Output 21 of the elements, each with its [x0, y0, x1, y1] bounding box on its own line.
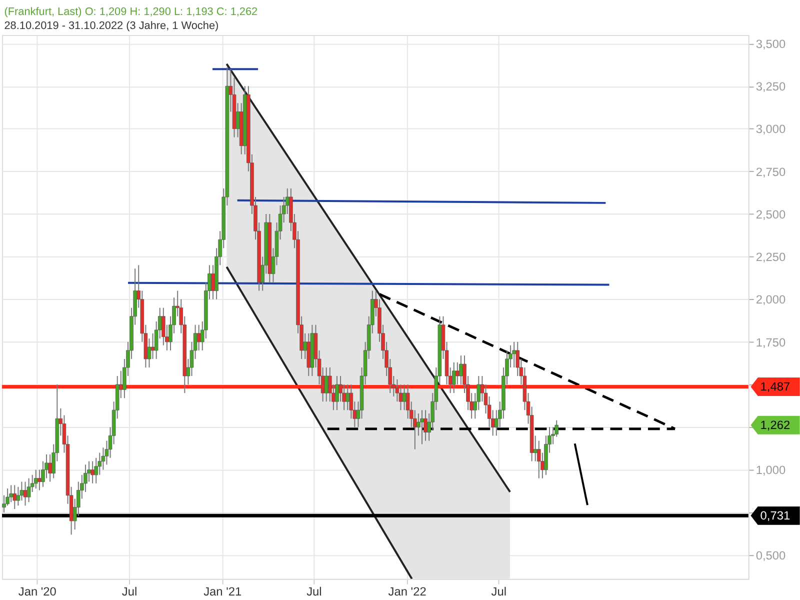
- y-tick-label: 2,000: [756, 292, 786, 307]
- chart-title: (Frankfurt, Last) O: 1,209 H: 1,290 L: 1,193 C: 1,262: [4, 6, 258, 18]
- y-tick-label: 1,750: [756, 335, 786, 350]
- y-tick-label: 3,500: [756, 36, 786, 51]
- y-tick-label: 2,750: [756, 164, 786, 179]
- x-tick-label: Jan '22: [388, 584, 427, 598]
- y-tick-label: 2,250: [756, 250, 786, 264]
- x-tick-label: Jul: [491, 584, 507, 598]
- x-tick-label: Jan '20: [18, 584, 57, 598]
- x-tick-label: Jul: [306, 584, 322, 598]
- y-tick-label: 3,000: [756, 122, 786, 136]
- y-tick-label: 2,500: [756, 207, 786, 222]
- x-tick-label: Jul: [122, 584, 138, 598]
- y-tick-label: 3,250: [756, 80, 786, 94]
- text: 1,262: [760, 418, 790, 432]
- chart-subtitle: 28.10.2019 - 31.10.2022 (3 Jahre, 1 Woche): [4, 20, 219, 32]
- y-tick-label: 0,500: [756, 548, 786, 562]
- ref-line-label: 1,487: [760, 380, 790, 394]
- x-tick-label: Jan '21: [204, 584, 242, 598]
- ref-line-label: 0,731: [760, 508, 790, 523]
- y-tick-label: 1,000: [756, 463, 786, 478]
